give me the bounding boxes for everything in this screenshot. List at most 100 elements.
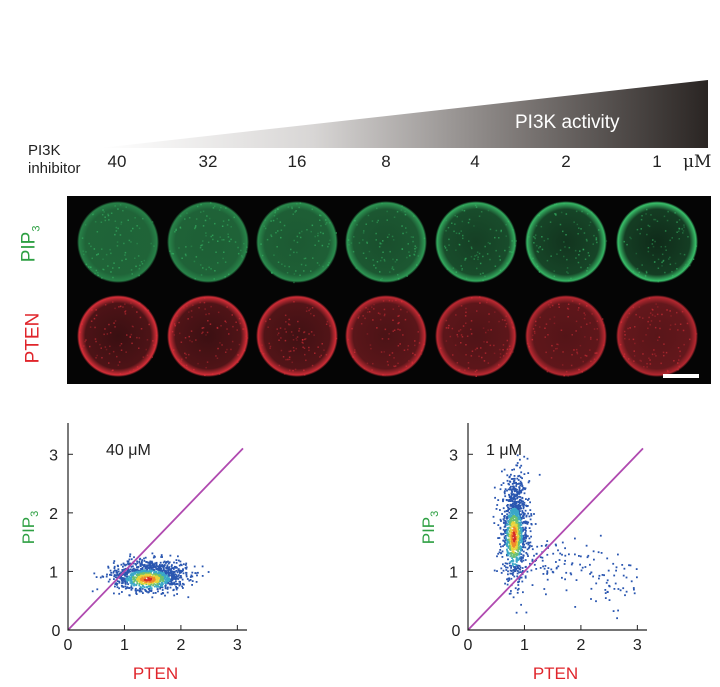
scatter-point	[166, 579, 169, 582]
scatter-point	[126, 575, 128, 578]
scatter-point	[592, 550, 595, 553]
scatter-point	[617, 553, 619, 556]
scatter-point	[511, 539, 513, 542]
scatter-point	[171, 564, 173, 566]
scatter-point	[151, 578, 154, 580]
scatter-point	[506, 550, 509, 552]
scatter-point	[146, 570, 149, 573]
scatter-point	[151, 580, 154, 582]
scatter-point	[507, 577, 510, 580]
scatter-point	[164, 587, 167, 590]
scatter-point	[173, 571, 175, 574]
scatter-point	[632, 587, 635, 589]
scatter-point	[523, 517, 525, 519]
scatter-point	[506, 517, 509, 519]
scatter-point	[503, 468, 506, 471]
scatter-point	[501, 550, 504, 553]
scatter-point	[160, 593, 163, 595]
scatter-point	[521, 567, 524, 569]
scatter-point	[527, 555, 529, 557]
scatter-point	[109, 573, 111, 576]
scatter-point	[112, 562, 115, 564]
scatter-point	[181, 570, 184, 572]
scatter-point	[526, 505, 528, 508]
scatter-point	[607, 569, 610, 572]
scatter-point	[508, 493, 510, 496]
scatter-point	[554, 543, 557, 546]
scatter-point	[518, 534, 520, 536]
scatter-point	[138, 589, 141, 592]
scatter-point	[545, 593, 547, 596]
scatter-point	[173, 578, 175, 580]
scatter-point	[503, 536, 506, 539]
pip3-cell	[77, 201, 159, 283]
scatter-point	[518, 508, 521, 510]
scatter-point	[166, 591, 169, 594]
scatter-point	[517, 479, 520, 481]
scatter-point	[177, 559, 180, 562]
scatter-point	[511, 523, 514, 525]
scatter-point	[521, 489, 524, 491]
scatter-point	[505, 517, 508, 520]
scatter-point	[118, 581, 121, 584]
scatter-point	[528, 542, 530, 544]
scatter-point	[166, 564, 169, 567]
scatter-point	[600, 552, 603, 554]
scatter-point	[144, 566, 147, 568]
pip3-cell	[435, 201, 517, 283]
scatter-point	[184, 564, 187, 566]
scatter-point	[574, 606, 577, 608]
scatter-point	[107, 580, 110, 583]
scale-bar	[663, 374, 699, 378]
scatter-point	[130, 566, 133, 568]
scatter-point	[165, 577, 168, 580]
scatter-point	[124, 573, 127, 576]
scatter-point	[515, 485, 518, 487]
scatter-point	[510, 553, 513, 555]
scatter-point	[178, 574, 180, 576]
scatter-point	[142, 564, 144, 566]
scatter-point	[151, 570, 153, 572]
scatter-point	[521, 570, 524, 572]
scatter-point	[175, 574, 178, 576]
scatter-point	[513, 519, 516, 522]
scatter-point	[502, 533, 505, 536]
scatter-point	[177, 578, 180, 580]
scatter-point	[633, 592, 636, 595]
scatter-point	[511, 491, 513, 493]
scatter-point	[531, 558, 534, 561]
scatter-point	[128, 562, 131, 565]
scatter-point	[515, 517, 518, 520]
scatter-point	[519, 524, 522, 527]
scatter-point	[508, 511, 511, 514]
scatter-point	[512, 517, 514, 520]
scatter-point	[140, 586, 143, 589]
scatter-point	[136, 568, 139, 571]
micrograph-panel	[67, 196, 711, 384]
scatter-point	[531, 584, 534, 586]
scatter-point	[142, 582, 145, 585]
scatter-point	[151, 566, 154, 569]
scatter-point	[515, 552, 518, 555]
scatter-point	[524, 539, 527, 542]
scatter-point	[522, 542, 525, 544]
scatter-point	[550, 568, 553, 571]
scatter-point	[519, 496, 522, 498]
scatter-point	[512, 562, 514, 565]
scatter-point	[495, 508, 498, 510]
scatter-point	[525, 520, 528, 523]
scatter-point	[574, 553, 576, 556]
scatter-point	[163, 565, 166, 568]
scatter-point	[561, 541, 564, 544]
scatter-point	[519, 519, 522, 521]
scatter-point	[511, 557, 513, 559]
scatter-point	[129, 555, 131, 558]
scatter-point	[502, 528, 505, 531]
scatter-point	[167, 560, 169, 563]
scatter-point	[516, 462, 519, 464]
scatter-point	[606, 579, 609, 582]
scatter-point	[557, 549, 559, 552]
scatter-point	[518, 503, 520, 506]
scatter-point	[153, 583, 155, 585]
scatter-point	[538, 473, 541, 476]
